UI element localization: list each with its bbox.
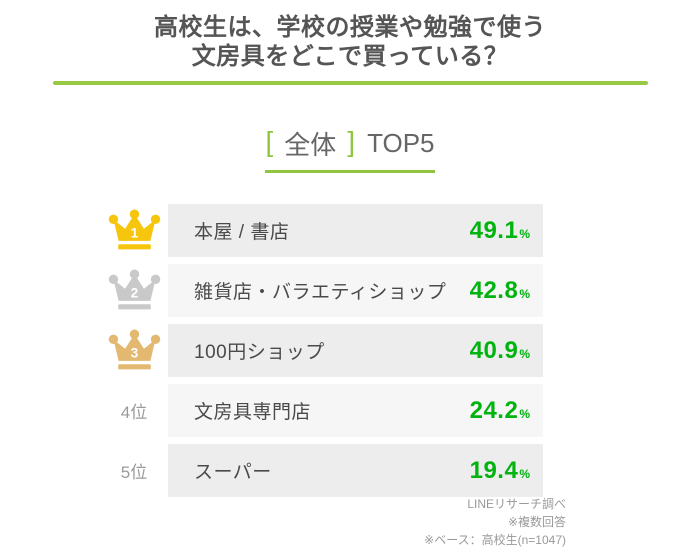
ranking-list: 1 本屋 / 書店 49.1 %: [100, 204, 543, 497]
percent-sign: %: [519, 226, 530, 241]
subtitle-underline: [265, 170, 435, 173]
rank-1-value: 49.1 %: [469, 216, 530, 244]
rank-number: 3: [130, 345, 138, 360]
rank-number: 2: [130, 285, 138, 300]
rank-3-label: 100円ショップ: [194, 342, 325, 363]
ranking-row-2: 2 雑貨店・バラエティショップ 42.8 %: [100, 264, 543, 317]
note-multiple-answers: ※複数回答: [507, 515, 566, 529]
page-title-line-1: 高校生は、学校の授業や勉強で使う: [154, 14, 546, 41]
ranking-row-5: 5位 スーパー 19.4 %: [100, 444, 543, 497]
subtitle: [ 全体 ] TOP5: [265, 125, 435, 173]
percent-sign: %: [519, 406, 530, 421]
rank-2-value: 42.8 %: [469, 276, 530, 304]
silver-crown-icon: 2: [108, 269, 160, 310]
bronze-crown-icon: 3: [108, 329, 160, 370]
rank-4-value: 24.2 %: [469, 396, 530, 424]
ranking-row-4: 4位 文房具専門店 24.2 %: [100, 384, 543, 437]
rank-3-value: 40.9 %: [469, 336, 530, 364]
ranking-row-1: 1 本屋 / 書店 49.1 %: [100, 204, 543, 257]
rank-4-label: 4位: [120, 403, 148, 422]
open-bracket-decoration: [: [265, 125, 274, 157]
title-divider-line: [53, 81, 648, 85]
page-title: 高校生は、学校の授業や勉強で使う 文房具をどこで買っている？: [0, 0, 700, 71]
rank-2-label: 雑貨店・バラエティショップ: [194, 282, 447, 303]
rank-5-item-label: スーパー: [194, 462, 272, 483]
close-bracket-decoration: ]: [347, 125, 356, 157]
rank-4-item-label: 文房具専門店: [194, 402, 312, 423]
subtitle-section: [ 全体 ] TOP5: [0, 125, 700, 173]
ranking-row-3: 3 100円ショップ 40.9 %: [100, 324, 543, 377]
percent-sign: %: [519, 346, 530, 361]
percent-sign: %: [519, 286, 530, 301]
source-credit: LINEリサーチ調べ: [467, 497, 566, 511]
rank-5-label: 5位: [120, 463, 148, 482]
gold-crown-icon: 1: [108, 209, 160, 250]
footnotes: LINEリサーチ調べ ※複数回答 ※ベース：高校生(n=1047): [424, 495, 566, 549]
subtitle-top5-label: TOP5: [367, 128, 435, 158]
percent-sign: %: [519, 466, 530, 481]
page-title-line-2: 文房具をどこで買っている？: [191, 43, 509, 70]
subtitle-scope-label: 全体: [284, 130, 337, 160]
note-sample-base: ※ベース：高校生(n=1047): [424, 533, 566, 547]
rank-5-value: 19.4 %: [469, 456, 530, 484]
rank-number: 1: [130, 225, 138, 240]
rank-1-label: 本屋 / 書店: [194, 222, 290, 243]
